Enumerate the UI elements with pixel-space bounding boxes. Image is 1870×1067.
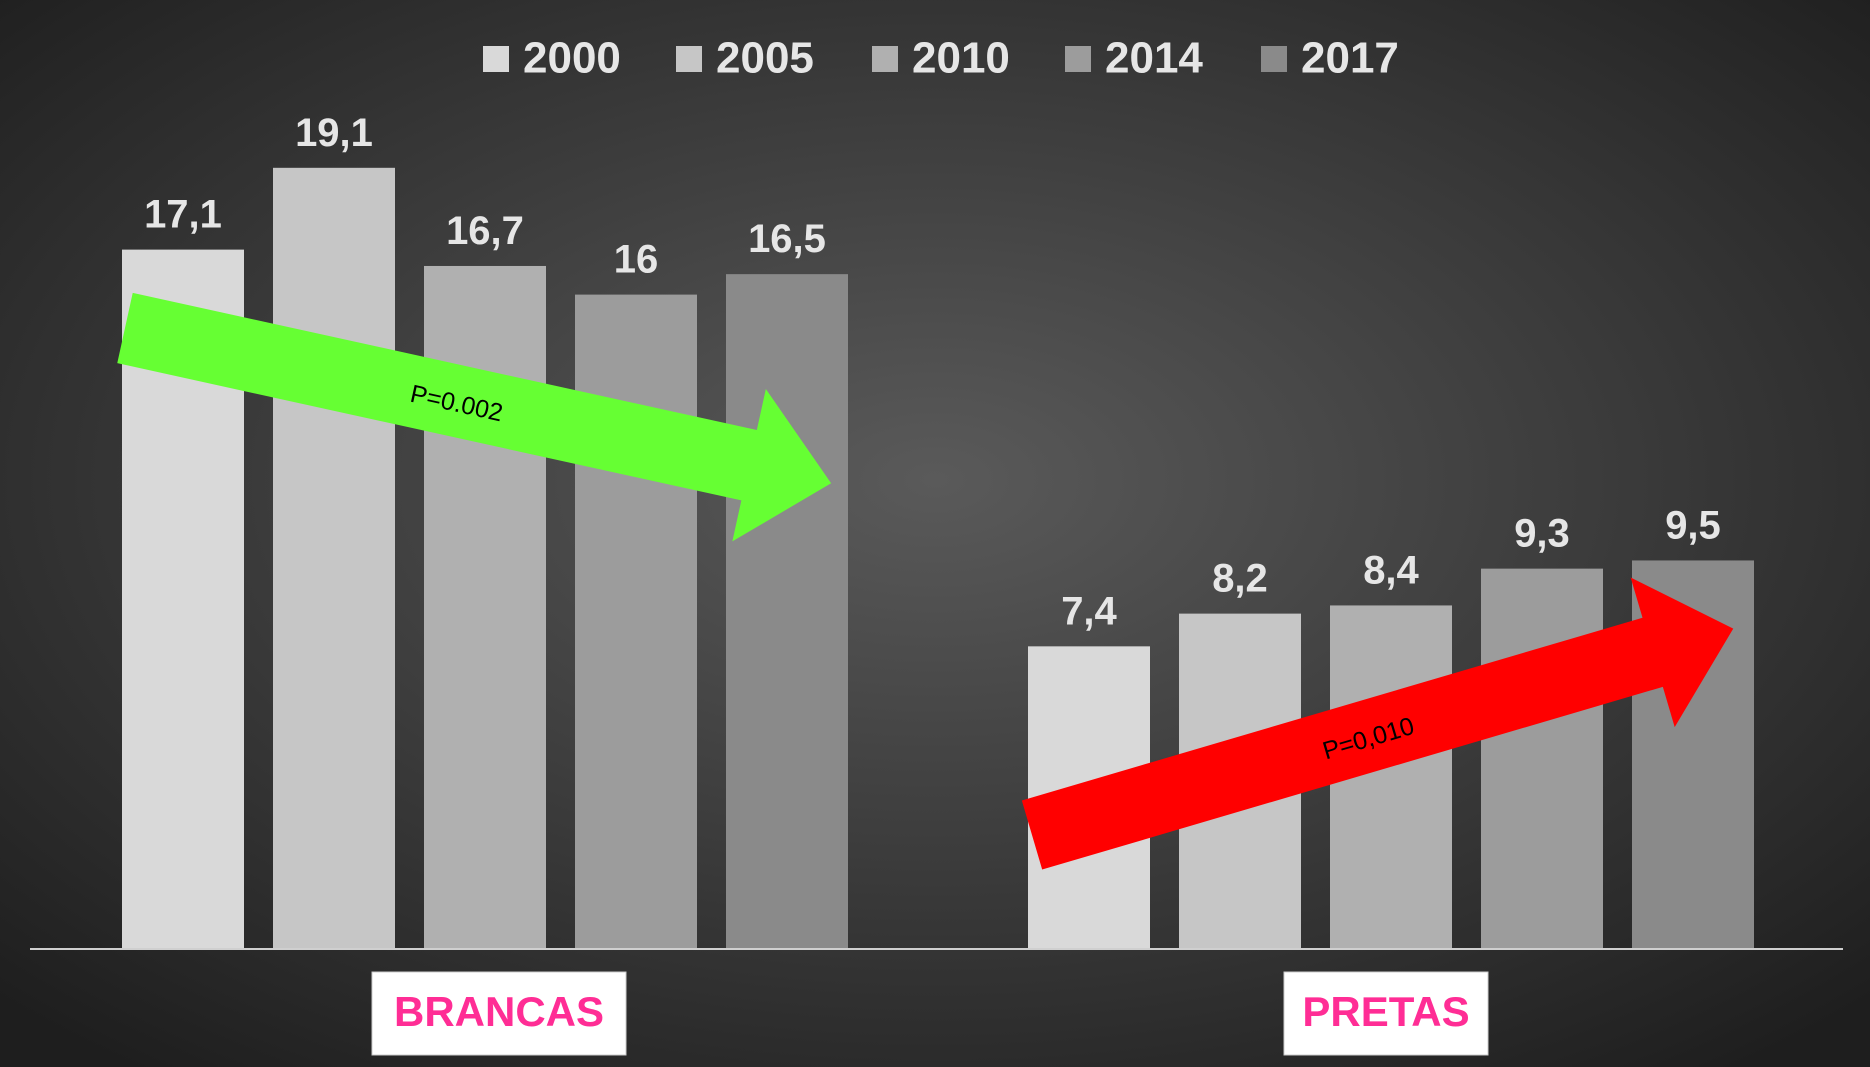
category-label: PRETAS — [1302, 988, 1469, 1035]
legend-label: 2014 — [1105, 34, 1203, 83]
legend-swatch — [676, 46, 702, 72]
bar — [726, 274, 848, 949]
value-label: 19,1 — [295, 111, 373, 155]
value-label: 9,3 — [1514, 512, 1570, 556]
legend-label: 2005 — [716, 34, 814, 83]
value-label: 7,4 — [1061, 589, 1117, 633]
value-label: 9,5 — [1665, 503, 1721, 547]
value-label: 17,1 — [144, 193, 222, 237]
arrow-shape — [1021, 577, 1734, 870]
legend-swatch — [872, 46, 898, 72]
legend-swatch — [1065, 46, 1091, 72]
bar — [273, 167, 395, 949]
value-label: 8,4 — [1363, 548, 1419, 592]
bar — [575, 294, 697, 950]
legend-swatch — [1261, 46, 1287, 72]
value-label: 8,2 — [1212, 557, 1268, 601]
legend-label: 2010 — [912, 34, 1010, 83]
category-box — [1283, 971, 1489, 1056]
trend-arrow: P=0,010 — [1021, 577, 1734, 870]
category-label: BRANCAS — [394, 988, 604, 1035]
legend-label: 2017 — [1301, 34, 1399, 83]
category-box — [371, 971, 627, 1056]
value-label: 16,5 — [748, 217, 826, 261]
legend-swatch — [483, 46, 509, 72]
value-label: 16 — [614, 238, 659, 282]
arrow-shape — [117, 292, 832, 542]
bar — [1481, 568, 1603, 949]
trend-arrow: P=0.002 — [117, 292, 832, 542]
legend-label: 2000 — [523, 34, 621, 83]
value-label: 16,7 — [446, 209, 524, 253]
